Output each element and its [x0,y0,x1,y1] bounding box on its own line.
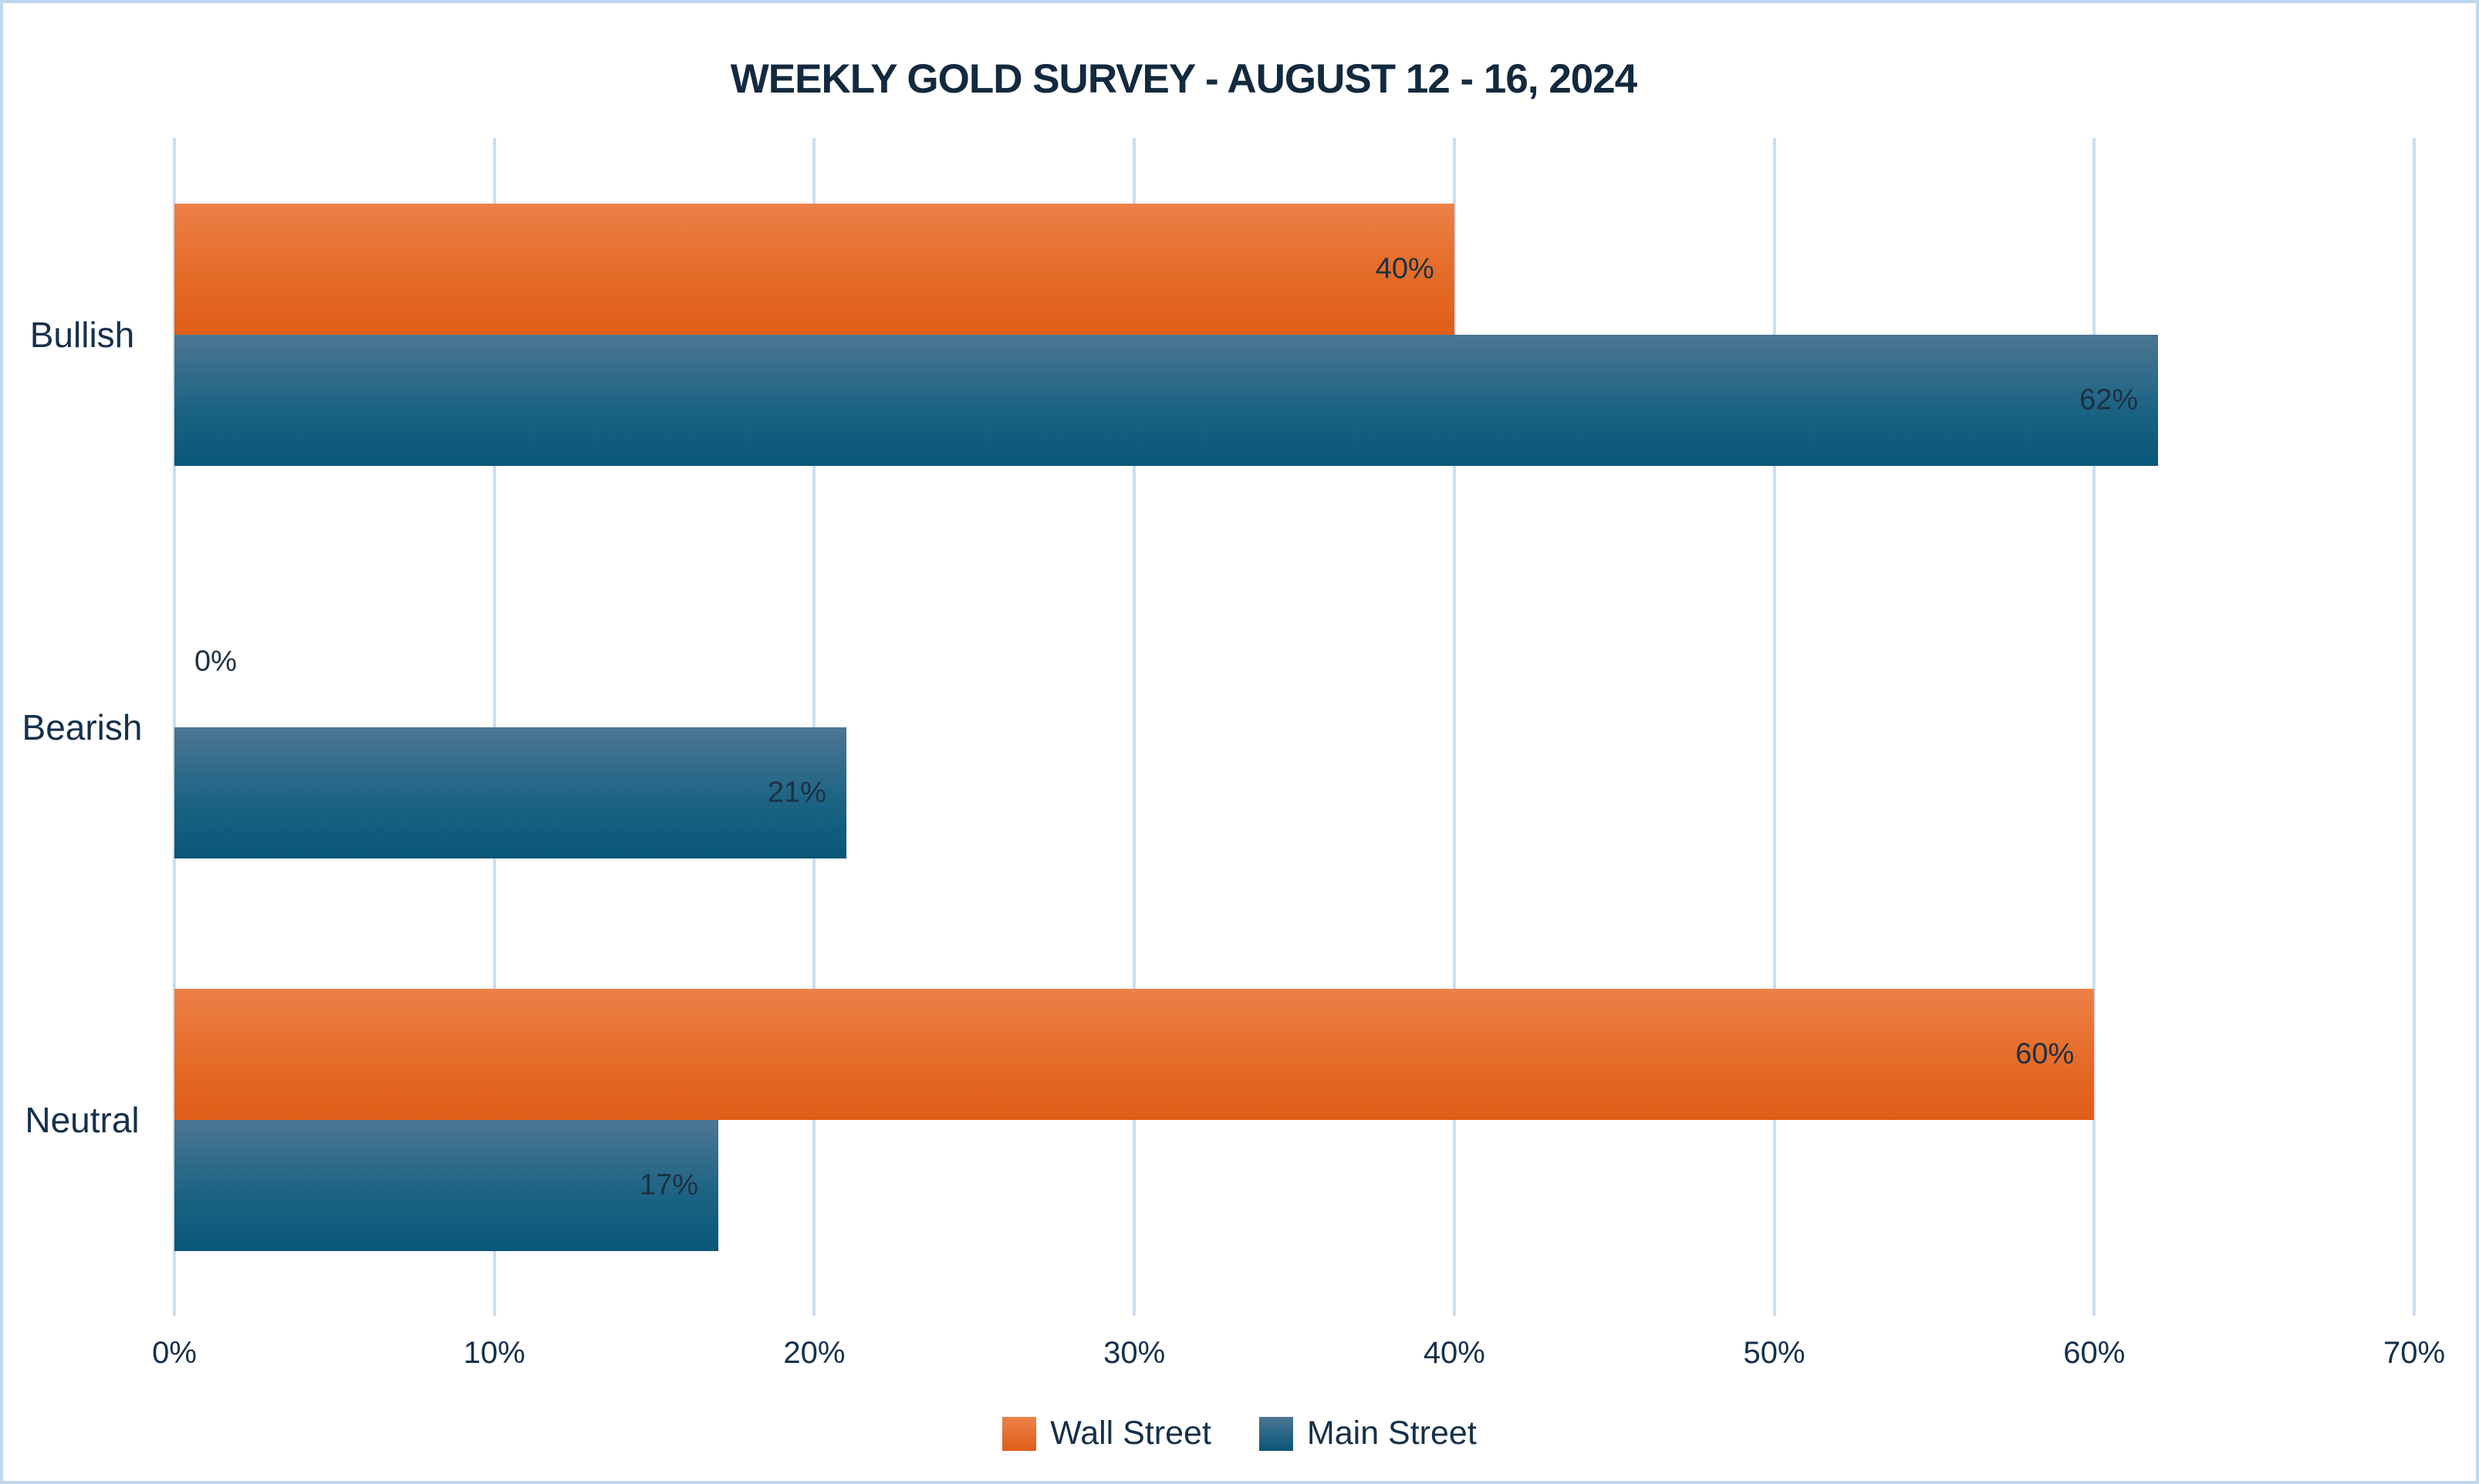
bar-bearish-main-street [174,727,846,858]
x-tick-label-20%: 20% [783,1336,846,1370]
bar-neutral-wall-street [174,988,2095,1120]
legend-swatch-icon [1258,1416,1293,1451]
value-label-bearish-wall-street: 0% [194,645,237,677]
legend-item-wall-street: Wall Street [1002,1415,1211,1452]
chart-title: WEEKLY GOLD SURVEY - AUGUST 12 - 16, 202… [730,56,1637,102]
legend-swatch-icon [1002,1416,1037,1451]
x-tick-label-0%: 0% [152,1336,197,1370]
value-label-neutral-main-street: 17% [639,1169,698,1201]
x-tick-label-60%: 60% [2063,1336,2126,1370]
value-label-bullish-wall-street: 40% [1375,252,1434,285]
bar-bullish-main-street [174,334,2159,466]
x-tick-label-50%: 50% [1743,1336,1805,1370]
value-label-bullish-main-street: 62% [2079,383,2139,416]
category-label-bearish: Bearish [22,707,143,747]
bar-neutral-main-street [174,1119,718,1251]
gridline-60% [2092,138,2096,1316]
legend: Wall Street Main Street [3,1415,2476,1452]
gridline-50% [1772,138,1776,1316]
value-label-bearish-main-street: 21% [767,776,826,808]
legend-label: Wall Street [1050,1415,1211,1452]
gridline-70% [2413,138,2416,1316]
value-label-neutral-wall-street: 60% [2015,1037,2075,1070]
x-tick-label-30%: 30% [1103,1336,1166,1370]
category-label-neutral: Neutral [25,1099,140,1140]
x-tick-label-70%: 70% [2383,1336,2446,1370]
legend-item-main-street: Main Street [1258,1415,1477,1452]
x-tick-label-10%: 10% [463,1336,525,1370]
x-tick-label-40%: 40% [1423,1336,1485,1370]
category-label-bullish: Bullish [29,314,135,355]
bar-bullish-wall-street [174,203,1454,335]
plot-area: 40% 62% 0% 21% 60% 17% [173,138,2416,1316]
gridline-30% [1133,138,1136,1316]
gridline-40% [1452,138,1456,1316]
legend-label: Main Street [1306,1415,1477,1452]
